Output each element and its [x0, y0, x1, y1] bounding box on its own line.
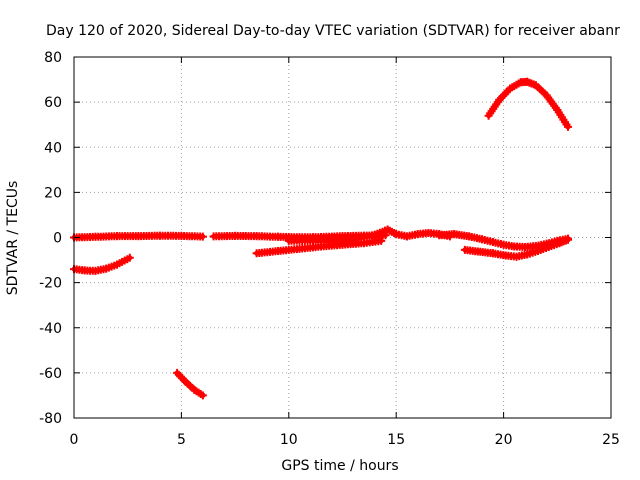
- y-tick-label: 60: [44, 95, 62, 111]
- y-tick-label: -20: [39, 276, 62, 292]
- x-tick-label: 15: [387, 432, 405, 448]
- series-arc-5: [252, 236, 386, 258]
- series-arc-3: [173, 368, 207, 400]
- series-arc-2: [70, 253, 134, 275]
- y-tick-label: 80: [44, 50, 62, 66]
- data-point: [198, 232, 207, 241]
- data-point: [564, 122, 572, 131]
- chart-title: Day 120 of 2020, Sidereal Day-to-day VTE…: [46, 23, 620, 39]
- x-tick-label: 25: [602, 432, 620, 448]
- data-point: [125, 253, 134, 262]
- series-arc-8: [460, 235, 572, 261]
- x-tick-label: 0: [70, 432, 79, 448]
- axis-ticks: 0 5 10 15 20 25 80 60 40 20 0 -20 -40 -60 -80: [39, 50, 620, 448]
- y-tick-label: 0: [53, 231, 62, 247]
- x-axis-title: GPS time / hours: [281, 458, 398, 474]
- y-axis-title: SDTVAR / TECUs: [5, 181, 21, 296]
- data-point: [198, 391, 207, 400]
- y-tick-label: -80: [39, 411, 62, 427]
- x-tick-label: 5: [177, 432, 186, 448]
- data-point: [564, 235, 572, 244]
- series-arc-9: [484, 77, 572, 131]
- y-tick-label: -60: [39, 366, 62, 382]
- x-tick-label: 20: [495, 432, 513, 448]
- y-tick-label: 20: [44, 185, 62, 201]
- x-tick-label: 10: [280, 432, 298, 448]
- data-point: [377, 236, 386, 245]
- plot-data: [70, 77, 572, 400]
- y-tick-label: -40: [39, 321, 62, 337]
- series-arc-1: [70, 231, 207, 242]
- y-tick-label: 40: [44, 140, 62, 156]
